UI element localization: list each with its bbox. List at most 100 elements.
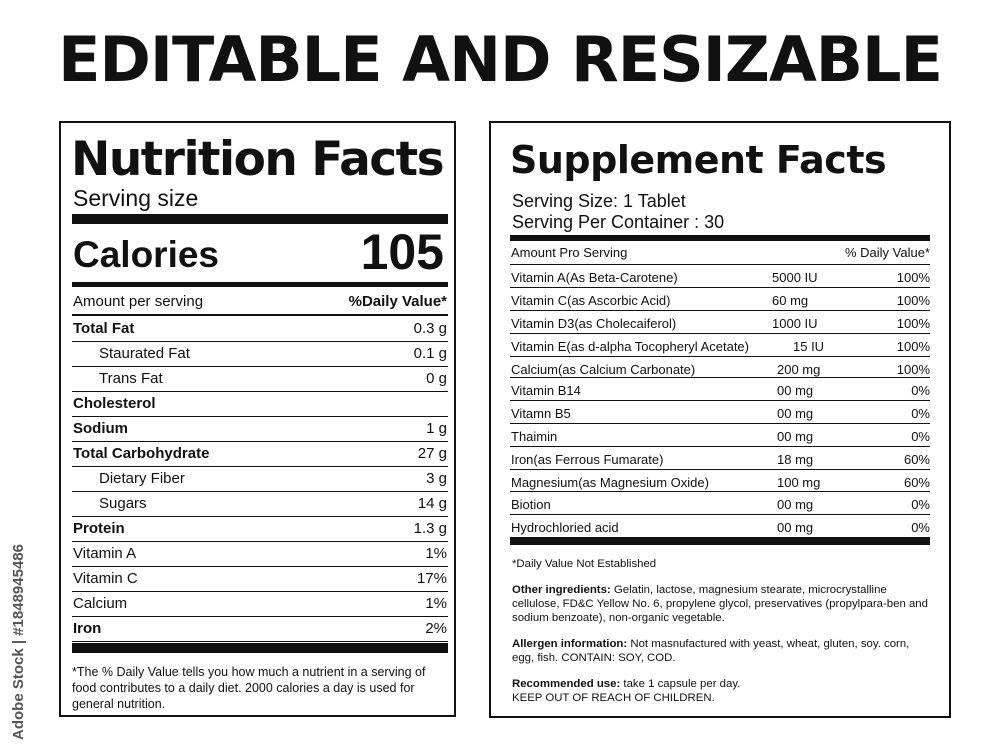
supplement-name: Iron(as Ferrous Fumarate) [511,452,664,467]
nutrition-title: Nutrition Facts [71,132,445,187]
nutrition-row: Vitamin A 1% [72,541,448,567]
supplement-name: Biotion [511,497,551,512]
supplement-row: Vitamin E(as d-alpha Tocopheryl Acetate)… [510,334,930,357]
supplement-amount: 00 mg [777,406,814,421]
header-divider [72,314,448,316]
supplement-daily-value: 60% [903,452,930,467]
supplement-facts-panel: Supplement Facts Serving Size: 1 Tablet … [489,121,951,718]
supplement-row: Hydrochloried acid 00 mg 0% [510,515,930,538]
nutrient-name: Protein [73,520,125,537]
supplement-daily-value: 100% [896,293,930,308]
nutrition-row: Cholesterol [72,391,448,417]
nutrition-row: Iron 2% [72,616,448,642]
nutrient-name: Iron [73,620,102,637]
nutrition-facts-panel: Nutrition Facts Serving size Calories 10… [59,121,456,717]
nutrient-name: Dietary Fiber [99,470,185,487]
supplement-daily-value: 0% [911,429,930,444]
supplement-amount: 1000 IU [772,316,818,331]
nutrient-value: 0 g [426,370,447,387]
nutrient-name: Trans Fat [99,370,163,387]
nutrient-value: 1% [425,595,447,612]
supplement-daily-value: 100% [896,316,930,331]
supplement-top-divider [510,235,930,241]
supplement-name: Vitamin A(As Beta-Carotene) [511,270,678,285]
supplement-row: Vitamin A(As Beta-Carotene) 5000 IU 100% [510,265,930,288]
nutrition-header-row: Amount per serving %Daily Value* [72,288,448,314]
supplement-daily-value: 0% [911,520,930,535]
nutrient-name: Vitamin A [73,545,137,562]
headline: EDITABLE AND RESIZABLE [58,23,943,96]
supplement-daily-value: 100% [896,362,930,377]
daily-value-label: %Daily Value* [348,293,447,310]
supplement-name: Vitamn B5 [511,406,571,421]
supplement-name: Vitamin D3(as Cholecaiferol) [511,316,677,331]
supplement-serving-per-container: Serving Per Container : 30 [512,212,725,232]
nutrient-name: Sugars [99,495,147,512]
amount-pro-serving-label: Amount Pro Serving [511,245,628,260]
recommended-use: Recommended use: take 1 capsule per day. [512,677,930,691]
nutrition-row: Trans Fat 0 g [72,366,448,392]
supplement-amount: 00 mg [777,429,814,444]
other-ingredients: Other ingredients: Gelatin, lactose, mag… [512,583,930,625]
nutrient-value: 2% [425,620,447,637]
supplement-row: Vitamn B5 00 mg 0% [510,401,930,424]
nutrient-name: Vitamin C [73,570,138,587]
watermark-text: Adobe Stock | #1848945486 [10,544,27,740]
thick-divider [72,214,448,224]
stock-watermark: Adobe Stock | #1848945486 [8,500,32,740]
allergen-information: Allergen information: Not masnufactured … [512,637,930,665]
nutrient-value: 14 g [417,495,447,512]
nutrition-footnote: *The % Daily Value tells you how much a … [72,665,426,711]
nutrition-row: Staurated Fat 0.1 g [72,341,448,367]
nutrient-name: Total Carbohydrate [73,445,210,462]
supplement-amount: 15 IU [793,339,825,354]
daily-value-note: *Daily Value Not Established [512,558,657,570]
supplement-name: Hydrochloried acid [511,520,619,535]
other-ingredients-label: Other ingredients: [512,584,611,596]
nutrient-value: 1.3 g [413,520,447,537]
supplement-daily-value: 100% [896,270,930,285]
nutrient-value: 1% [425,545,447,562]
allergen-text: Not masnufactured with yeast, wheat, glu… [512,638,910,664]
nutrient-value: 17% [416,570,447,587]
other-ingredients-text: Gelatin, lactose, magnesium stearate, mi… [512,584,928,624]
nutrient-value: 0.3 g [413,320,447,337]
supplement-row: Thaimin 00 mg 0% [510,424,930,447]
supplement-amount: 00 mg [777,497,814,512]
nutrient-value: 27 g [417,445,447,462]
amount-per-serving-label: Amount per serving [73,293,204,310]
nutrition-row: Sugars 14 g [72,491,448,517]
supplement-name: Vitamin E(as d-alpha Tocopheryl Acetate) [511,339,749,354]
supplement-row: Iron(as Ferrous Fumarate) 18 mg 60% [510,447,930,470]
nutrition-row: Protein 1.3 g [72,516,448,542]
supplement-title: Supplement Facts [510,138,887,182]
supplement-amount: 100 mg [777,475,821,490]
supplement-amount: 60 mg [772,293,809,308]
nutrition-row: Vitamin C 17% [72,566,448,592]
supplement-amount: 00 mg [777,520,814,535]
supplement-amount: 00 mg [777,383,814,398]
recommended-use-label: Recommended use: [512,678,621,690]
nutrient-name: Staurated Fat [99,345,190,362]
supplement-daily-value: 0% [911,383,930,398]
nutrient-name: Total Fat [73,320,135,337]
calories-value: 105 [360,224,444,280]
nutrient-value: 0.1 g [413,345,447,362]
supplement-daily-value: 60% [903,475,930,490]
supplement-header-divider [510,264,930,265]
supplement-name: Vitamin C(as Ascorbic Acid) [511,293,671,308]
allergen-label: Allergen information: [512,638,628,650]
warning-text: KEEP OUT OF REACH OF CHILDREN. [512,692,715,704]
supplement-name: Calcium(as Calcium Carbonate) [511,362,696,377]
supplement-name: Vitamin B14 [511,383,581,398]
supplement-daily-value-label: % Daily Value* [844,245,930,260]
supplement-row: Calcium(as Calcium Carbonate) 200 mg 100% [510,357,930,378]
supplement-daily-value: 0% [911,406,930,421]
supplement-bottom-divider [510,538,930,545]
supplement-row: Magnesium(as Magnesium Oxide) 100 mg 60% [510,470,930,492]
supplement-name: Magnesium(as Magnesium Oxide) [511,475,709,490]
supplement-daily-value: 100% [896,339,930,354]
nutrient-name: Calcium [73,595,128,612]
supplement-name: Thaimin [511,429,558,444]
nutrient-value: 1 g [426,420,447,437]
